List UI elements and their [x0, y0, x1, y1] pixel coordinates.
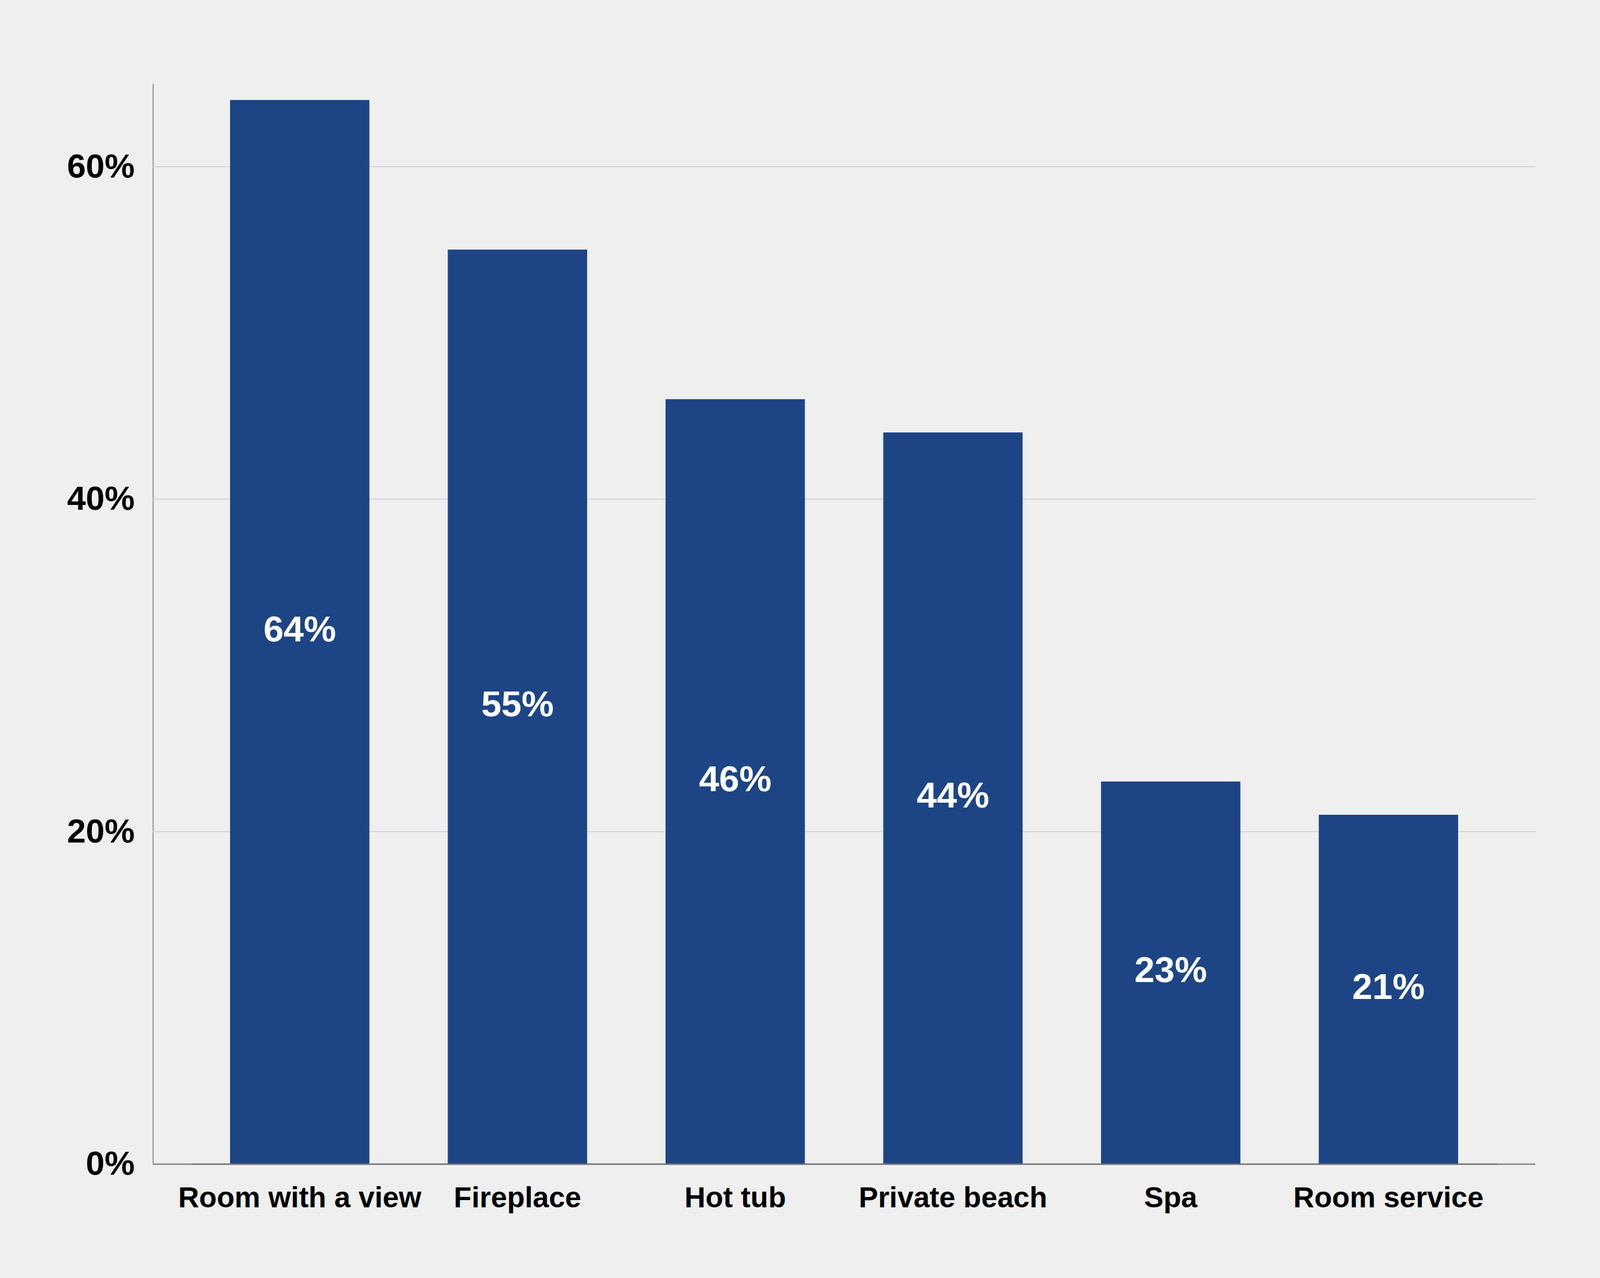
x-axis-line: [191, 1163, 1498, 1166]
data-label: 44%: [916, 774, 990, 816]
bar: [665, 399, 806, 1164]
x-tick: Fireplace: [453, 1163, 582, 1214]
y-tick-label: 0%: [85, 1143, 135, 1183]
x-tick-label: Room with a view: [178, 1181, 422, 1214]
y-axis-line: [152, 83, 155, 1165]
bar: [1318, 814, 1459, 1164]
data-label: 46%: [698, 758, 772, 800]
x-axis: Room with a view Fireplace Hot tub Private …: [178, 1163, 1498, 1214]
bar: [1101, 781, 1241, 1164]
x-tick-label: Hot tub: [684, 1181, 786, 1214]
data-label: 64%: [263, 608, 336, 650]
x-tick: Spa: [1143, 1163, 1198, 1214]
data-label: 21%: [1352, 966, 1425, 1007]
x-tick: Hot tub: [684, 1163, 786, 1214]
bar: [447, 249, 588, 1164]
x-tick-label: Spa: [1143, 1181, 1198, 1214]
x-tick: Private beach: [858, 1163, 1048, 1214]
data-labels: 64% 55% 46% 44% 23% 21%: [263, 608, 1425, 1007]
bars: [230, 100, 1459, 1164]
grid-line: [152, 1163, 1536, 1166]
y-tick-label: 60%: [67, 146, 135, 185]
y-tick-label: 40%: [67, 478, 135, 518]
y-tick-label: 20%: [67, 811, 135, 850]
bar: [230, 100, 370, 1164]
x-tick: Room with a view: [178, 1163, 422, 1214]
data-label: 23%: [1134, 949, 1207, 990]
data-label: 55%: [481, 683, 554, 725]
background: [0, 0, 1600, 1278]
bar: [883, 432, 1023, 1164]
x-tick-label: Fireplace: [453, 1181, 582, 1214]
x-tick: Room service: [1293, 1163, 1484, 1214]
chart: 0% 20% 40% 60% Room with a view Fireplace Hot …: [0, 0, 1600, 1278]
x-tick-label: Private beach: [858, 1181, 1048, 1214]
y-axis: 0% 20% 40% 60%: [67, 83, 1536, 1183]
x-tick-label: Room service: [1293, 1181, 1484, 1214]
